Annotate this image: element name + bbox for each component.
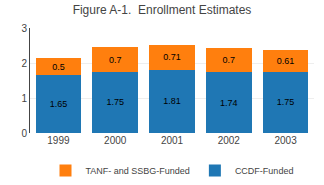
svg-text:0.61: 0.61	[277, 56, 295, 66]
svg-text:CCDF-Funded: CCDF-Funded	[235, 166, 294, 176]
svg-text:0.7: 0.7	[109, 55, 122, 65]
svg-text:1999: 1999	[47, 135, 70, 146]
svg-text:1.74: 1.74	[220, 98, 238, 108]
svg-text:0.5: 0.5	[52, 62, 65, 72]
svg-text:3: 3	[21, 23, 27, 34]
svg-text:2002: 2002	[218, 135, 241, 146]
svg-text:1.75: 1.75	[106, 97, 124, 107]
svg-text:0.71: 0.71	[163, 52, 181, 62]
svg-text:2003: 2003	[274, 135, 297, 146]
svg-text:1.75: 1.75	[277, 97, 295, 107]
svg-text:Figure A-1. Enrollment Estima: Figure A-1. Enrollment Estimates	[73, 3, 252, 17]
svg-text:2: 2	[21, 58, 27, 69]
svg-text:2000: 2000	[104, 135, 127, 146]
svg-text:1: 1	[21, 93, 27, 104]
svg-text:0: 0	[21, 128, 27, 139]
svg-text:1.65: 1.65	[50, 99, 68, 109]
svg-text:1.81: 1.81	[163, 96, 181, 106]
svg-text:TANF- and SSBG-Funded: TANF- and SSBG-Funded	[86, 166, 190, 176]
svg-text:0.7: 0.7	[223, 55, 236, 65]
svg-text:2001: 2001	[161, 135, 184, 146]
